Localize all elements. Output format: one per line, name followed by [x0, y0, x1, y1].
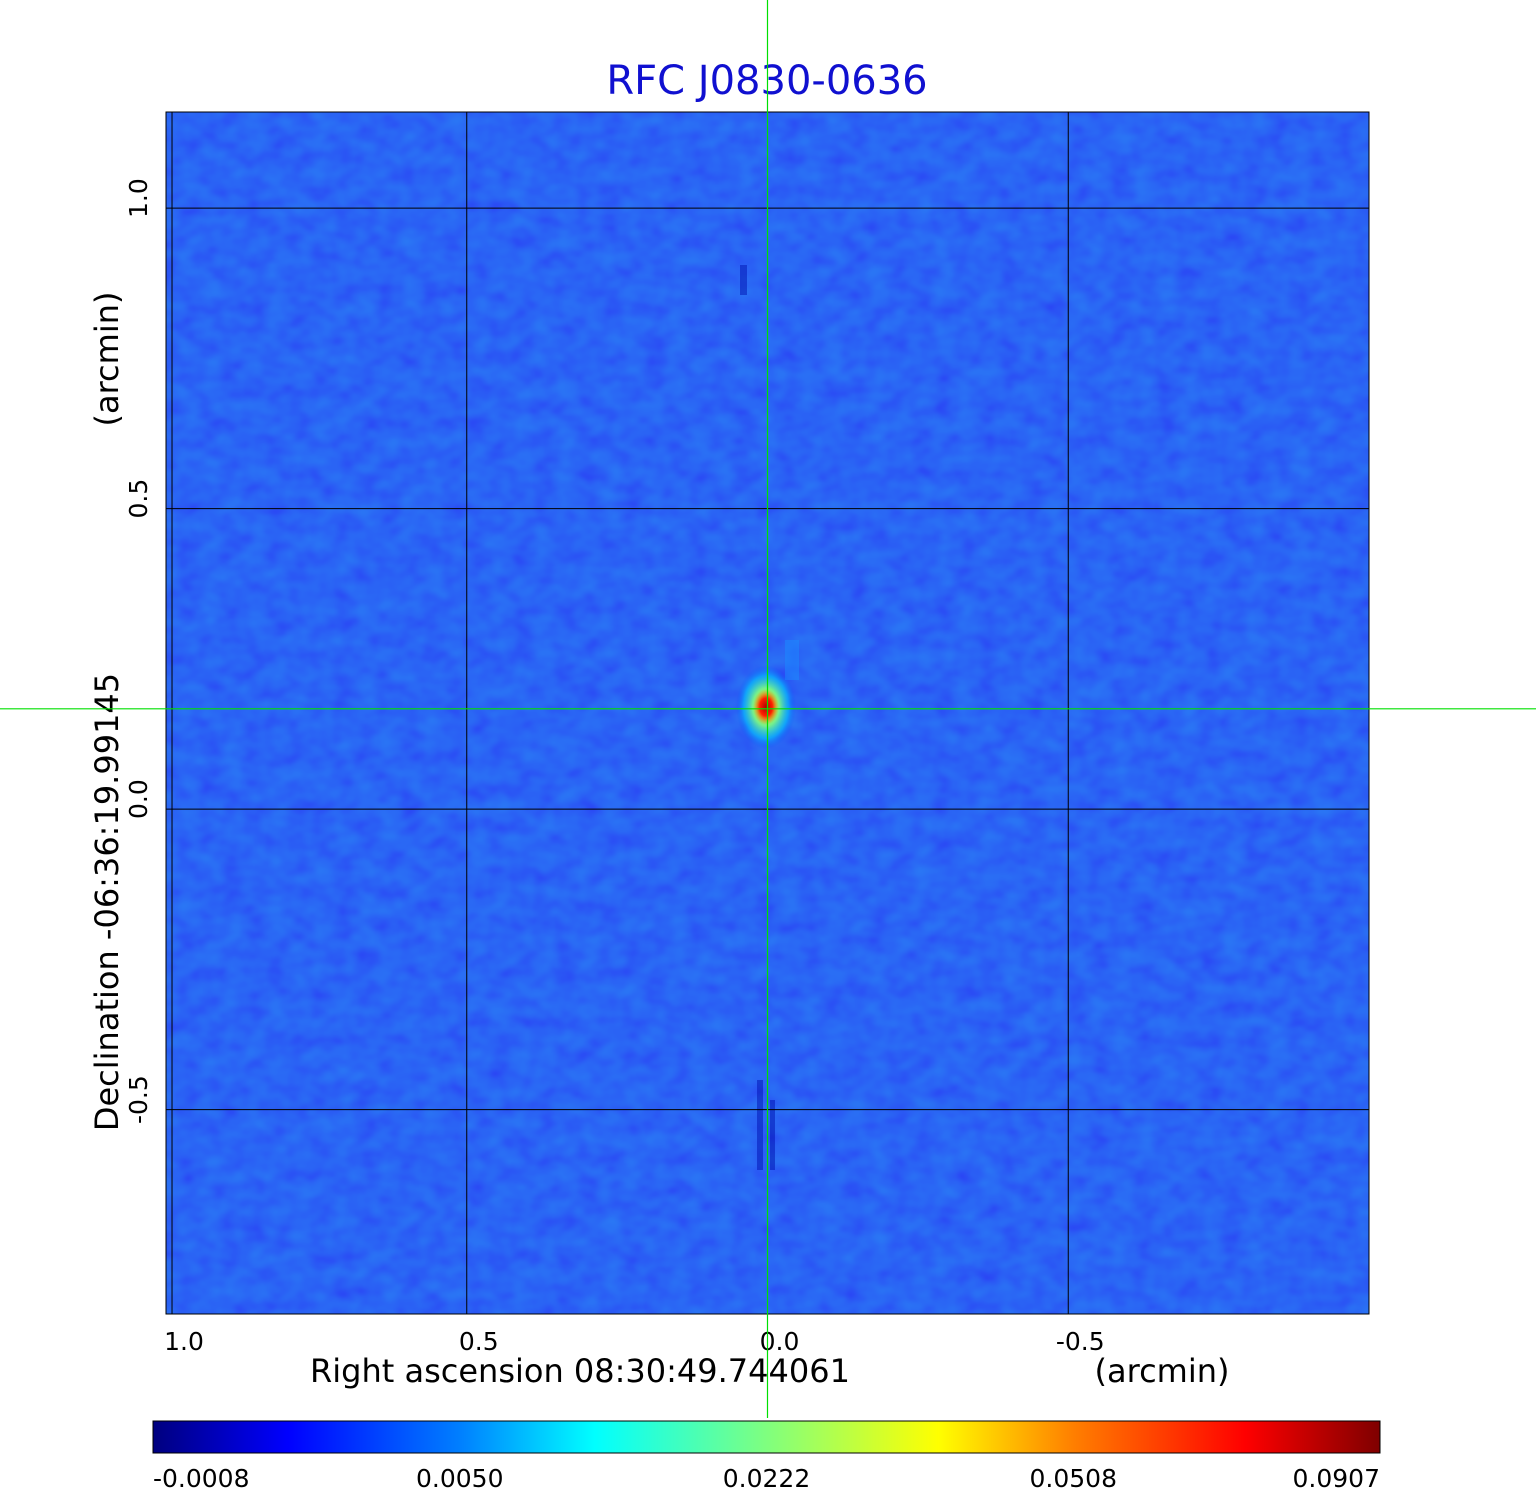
colorbar-tick-label: 0.0050	[416, 1464, 503, 1493]
crosshair	[0, 0, 1536, 1418]
y-tick-label: 0.0	[124, 779, 153, 819]
y-axis-unit: (arcmin)	[88, 292, 126, 427]
source-core	[753, 689, 779, 725]
x-axis-unit: (arcmin)	[1095, 1352, 1230, 1390]
x-axis-label: Right ascension 08:30:49.744061	[310, 1352, 850, 1390]
colorbar-tick-label: 0.0222	[723, 1464, 810, 1493]
colorbar-tick-labels: -0.0008 0.0050 0.0222 0.0508 0.0907	[153, 1464, 1380, 1493]
colorbar-tick-label: 0.0907	[1293, 1464, 1380, 1493]
x-tick-label: 1.0	[164, 1327, 204, 1356]
y-tick-labels: 1.0 0.5 0.0 -0.5	[124, 178, 153, 1124]
x-tick-label: 0.0	[760, 1327, 800, 1356]
y-axis-label: Declination -06:36:19.99145	[88, 673, 126, 1131]
x-tick-label: 0.5	[459, 1327, 499, 1356]
y-tick-label: 0.5	[124, 479, 153, 519]
y-tick-label: -0.5	[124, 1075, 153, 1124]
colorbar-tick-label: 0.0508	[1030, 1464, 1117, 1493]
colorbar: -0.0008 0.0050 0.0222 0.0508 0.0907	[152, 1420, 1381, 1493]
colorbar-tick-label: -0.0008	[153, 1464, 250, 1493]
sidelobe-streaks	[740, 265, 799, 1170]
y-tick-label: 1.0	[124, 178, 153, 218]
colorbar-gradient	[152, 1420, 1381, 1454]
x-tick-labels: 1.0 0.5 0.0 -0.5	[164, 1327, 1105, 1356]
x-tick-label: -0.5	[1056, 1327, 1105, 1356]
